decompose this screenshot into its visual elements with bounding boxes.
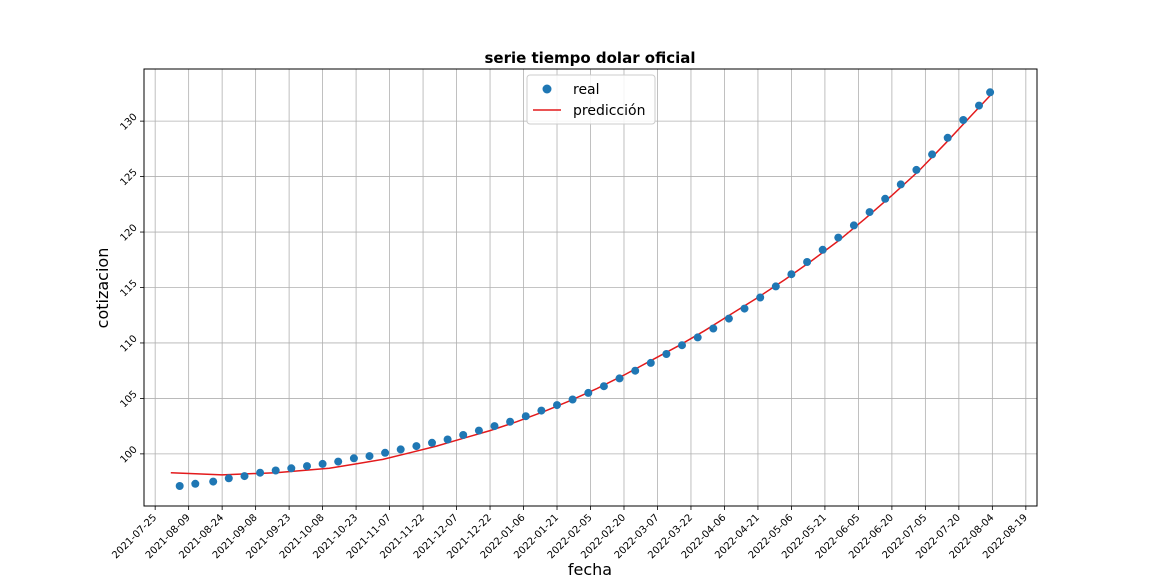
real-point: [943, 133, 952, 142]
legend-marker-real: [542, 84, 552, 94]
legend: real predicción: [526, 74, 656, 125]
grid: [144, 69, 1037, 506]
real-point: [646, 358, 655, 367]
real-point: [175, 482, 184, 490]
real-point: [209, 477, 218, 486]
real-point: [537, 406, 546, 415]
real-point: [568, 395, 577, 404]
real-point: [740, 304, 749, 313]
real-point: [224, 474, 233, 483]
real-point: [693, 333, 702, 342]
real-point: [506, 417, 515, 426]
real-point: [678, 341, 686, 350]
real-point: [787, 270, 796, 279]
real-point: [756, 293, 765, 302]
real-point: [443, 435, 452, 444]
prediction-line: [170, 95, 991, 476]
real-point: [318, 459, 327, 468]
prediction-series: [170, 95, 991, 476]
real-point: [428, 438, 436, 447]
real-point: [474, 426, 483, 435]
y-tick-label: 110: [118, 333, 139, 354]
real-point: [631, 366, 640, 375]
real-point: [818, 245, 827, 254]
x-axis-label: fecha: [568, 560, 612, 576]
real-point: [662, 350, 671, 358]
x-axis: 2021-07-252021-08-092021-08-242021-09-08…: [110, 506, 1030, 561]
real-point: [490, 422, 499, 431]
real-point: [928, 150, 937, 159]
legend-label-prediccion: predicción: [573, 103, 645, 119]
real-point: [896, 180, 905, 189]
y-axis: 100 105 110 115 120 125 130: [118, 112, 144, 466]
legend-label-real: real: [573, 82, 600, 98]
real-series: [175, 88, 995, 490]
real-point: [724, 314, 733, 323]
real-point: [287, 464, 296, 473]
real-point: [521, 412, 530, 421]
y-axis-label: cotizacion: [93, 248, 112, 329]
real-point: [975, 101, 983, 110]
real-point: [849, 221, 858, 230]
y-tick-label: 100: [118, 444, 139, 465]
real-point: [412, 442, 421, 451]
real-point: [553, 401, 561, 410]
y-tick-label: 105: [118, 389, 139, 410]
real-point: [599, 382, 608, 391]
real-point: [303, 462, 311, 471]
legend-box: [526, 74, 656, 125]
real-point: [365, 452, 374, 461]
y-tick-label: 120: [118, 222, 139, 243]
real-point: [584, 388, 593, 397]
real-point: [803, 258, 812, 266]
y-tick-label: 130: [118, 112, 139, 133]
real-point: [986, 88, 995, 97]
real-point: [396, 445, 405, 454]
y-tick-label: 125: [118, 167, 139, 188]
real-point: [381, 448, 390, 457]
y-tick-label: 115: [118, 278, 139, 299]
real-point: [881, 194, 890, 203]
real-point: [256, 468, 265, 477]
real-point: [834, 233, 843, 242]
real-point: [959, 116, 968, 124]
real-point: [912, 165, 921, 174]
real-point: [709, 324, 718, 333]
real-point: [615, 374, 624, 383]
real-point: [771, 282, 780, 291]
real-point: [240, 472, 249, 481]
real-point: [191, 479, 200, 488]
real-point: [271, 466, 280, 475]
real-point: [459, 431, 468, 439]
real-point: [334, 457, 343, 466]
real-point: [349, 454, 358, 463]
chart-title: serie tiempo dolar oficial: [484, 49, 695, 67]
real-point: [865, 208, 874, 217]
